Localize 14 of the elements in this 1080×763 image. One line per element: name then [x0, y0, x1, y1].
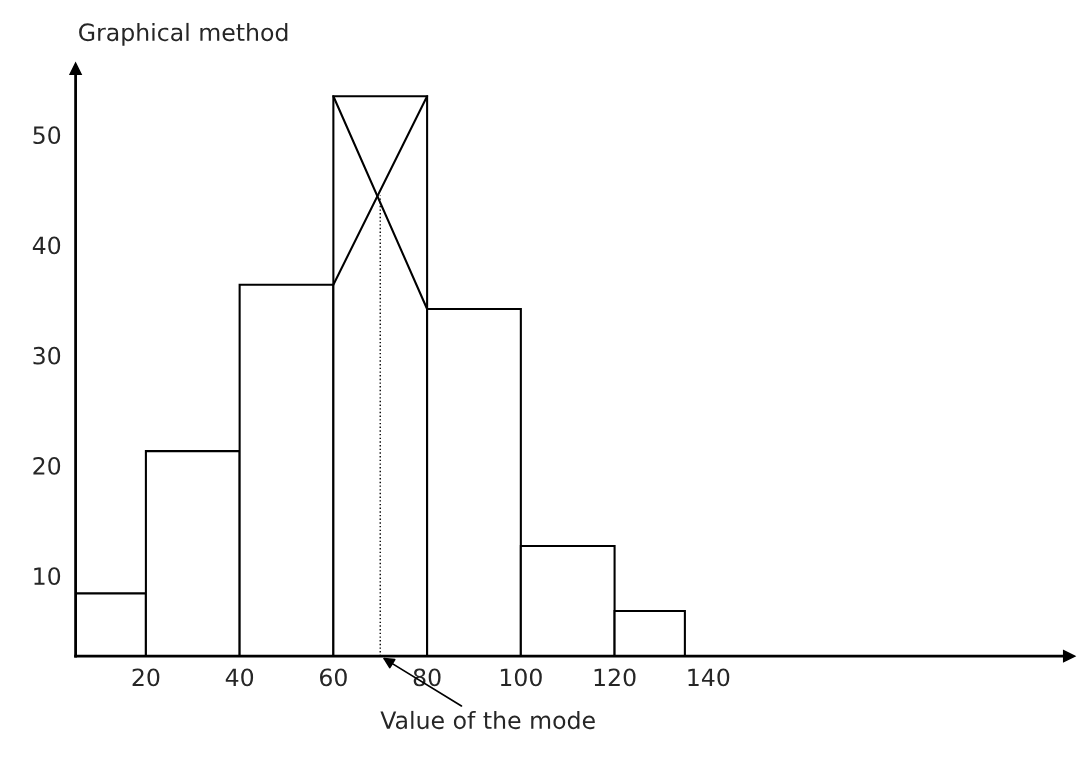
chart-title: Graphical method [79, 22, 288, 46]
y-tick-label: 10 [34, 567, 61, 586]
x-tick-label: 20 [132, 668, 160, 687]
x-tick-label: 80 [413, 668, 441, 687]
y-tick-label: 30 [33, 346, 61, 365]
x-tick-label: 100 [500, 668, 542, 687]
x-tick-label: 60 [320, 668, 347, 687]
annotation: Value of the mode [380, 710, 595, 730]
x-tick-label: 140 [688, 668, 730, 687]
y-tick-label: 50 [33, 126, 61, 145]
y-tick-label: 40 [32, 236, 61, 255]
x-tick-label: 40 [225, 668, 254, 687]
y-tick-label: 20 [33, 456, 61, 475]
x-tick-label: 120 [594, 668, 636, 687]
